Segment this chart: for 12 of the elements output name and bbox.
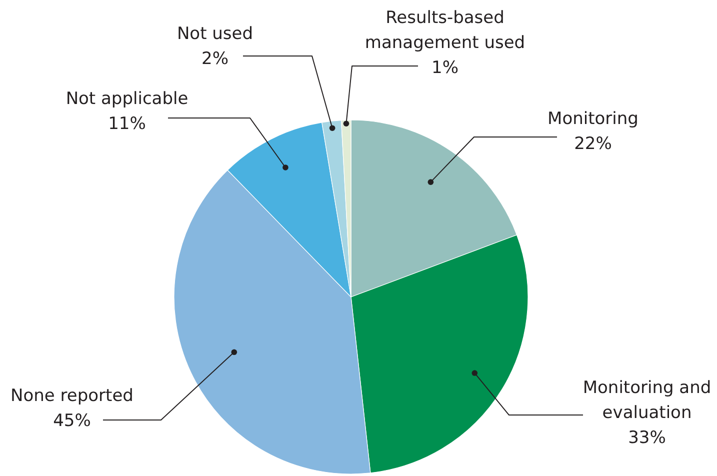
data-label: 22% bbox=[574, 134, 612, 154]
data-label: 11% bbox=[108, 114, 146, 134]
slice-label: Not applicable bbox=[66, 89, 188, 109]
slice-label: None reported bbox=[10, 386, 134, 406]
slice-label: Monitoring bbox=[548, 109, 638, 129]
slice-label: Results-based management used bbox=[364, 8, 526, 53]
data-label: 33% bbox=[628, 428, 666, 448]
data-label: 1% bbox=[432, 58, 458, 78]
slice-label: Monitoring and evaluation bbox=[582, 378, 712, 423]
data-label: 45% bbox=[53, 411, 91, 431]
data-label: 2% bbox=[202, 49, 228, 69]
slice-label: Not used bbox=[176, 24, 254, 44]
